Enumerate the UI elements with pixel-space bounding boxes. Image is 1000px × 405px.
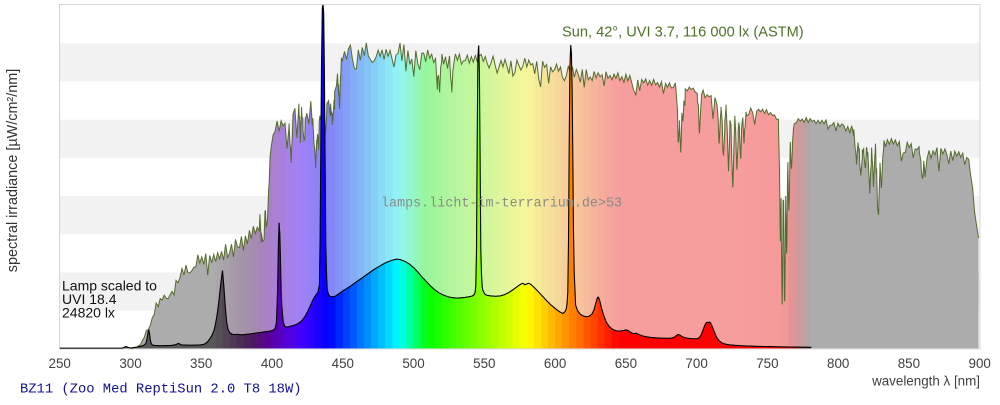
svg-text:500: 500: [402, 356, 424, 371]
svg-text:400: 400: [261, 356, 283, 371]
svg-text:450: 450: [332, 356, 354, 371]
svg-text:Lamp scaled to: Lamp scaled to: [62, 278, 157, 294]
svg-text:900: 900: [969, 356, 991, 371]
svg-text:800: 800: [827, 356, 849, 371]
svg-text:550: 550: [473, 356, 495, 371]
svg-text:Sun, 42°, UVI 3.7, 116 000 lx: Sun, 42°, UVI 3.7, 116 000 lx (ASTM): [562, 25, 804, 41]
svg-text:spectral irradiance [µW/cm²/nm: spectral irradiance [µW/cm²/nm]: [5, 69, 21, 272]
svg-text:700: 700: [685, 356, 707, 371]
svg-text:350: 350: [190, 356, 212, 371]
svg-text:BZ11 (Zoo Med ReptiSun 2.0 T8: BZ11 (Zoo Med ReptiSun 2.0 T8 18W): [20, 381, 302, 397]
svg-text:UVI 18.4: UVI 18.4: [62, 291, 117, 307]
svg-text:850: 850: [898, 356, 920, 371]
svg-text:lamps.licht-im-terrarium.de>53: lamps.licht-im-terrarium.de>53: [381, 197, 622, 212]
svg-text:250: 250: [49, 356, 71, 371]
svg-text:300: 300: [119, 356, 141, 371]
svg-text:wavelength λ [nm]: wavelength λ [nm]: [871, 374, 980, 389]
svg-text:24820 lx: 24820 lx: [62, 305, 115, 321]
svg-text:650: 650: [615, 356, 637, 371]
svg-text:750: 750: [756, 356, 778, 371]
svg-text:600: 600: [544, 356, 566, 371]
